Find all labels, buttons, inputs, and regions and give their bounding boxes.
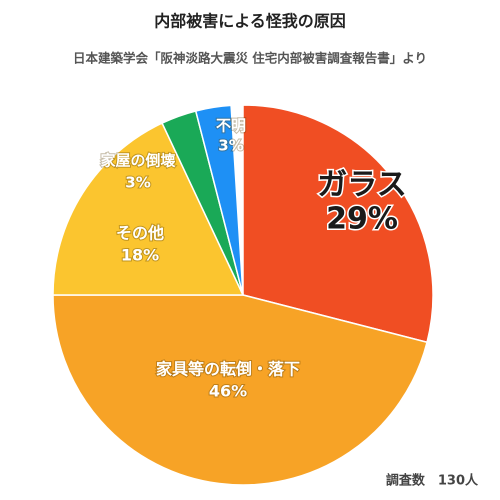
pie-slice [52,294,428,486]
value-label: 29% [326,202,398,237]
value-label: 18% [121,246,159,265]
pie-slice [242,104,434,344]
value-label: 3% [218,137,243,155]
slice-label: 不明 [216,117,246,135]
pie-slice [194,104,244,296]
slice-label: その他 [116,224,164,243]
pie-slice [52,122,245,296]
value-label: 46% [209,382,247,401]
chart-title: 内部被害による怪我の原因 [154,12,346,31]
slice-label: ガラス [317,168,406,203]
slice-label: 家具等の転倒・落下 [156,360,300,379]
slice-label: 家屋の倒壊 [100,152,175,170]
note: 調査数 130人 [386,473,479,489]
value-label: 3% [125,174,150,192]
chart-subtitle: 日本建築学会「阪神淡路大震災 住宅内部被害調査報告書」より [73,51,427,66]
